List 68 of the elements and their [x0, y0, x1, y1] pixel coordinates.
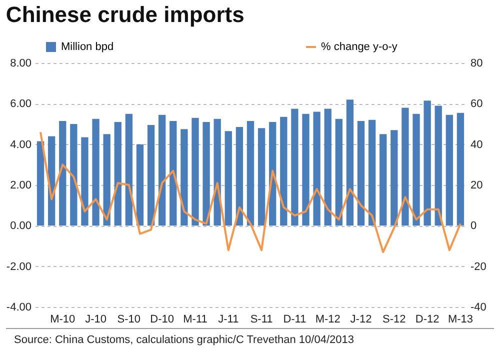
bar: [446, 114, 454, 226]
bar: [103, 134, 110, 226]
bar: [412, 114, 420, 226]
bar: [346, 100, 354, 226]
bar: [424, 100, 431, 226]
y2-tick-label: 40: [470, 138, 483, 151]
x-tick-label: J-12: [350, 314, 372, 326]
y-tick-label: 0.00: [10, 220, 32, 232]
bar: [114, 122, 122, 226]
legend-label: % change y-o-y: [321, 41, 398, 53]
bar: [302, 114, 310, 226]
source-note: Source: China Customs, calculations graphic/C Trevethan 10/04/2013: [6, 328, 494, 346]
bar: [280, 116, 288, 226]
bar: [81, 137, 88, 226]
bar: [380, 134, 387, 226]
bar: [456, 112, 464, 226]
x-tick-label: M-11: [183, 314, 208, 326]
bar: [180, 129, 188, 226]
bar: [36, 141, 44, 226]
x-tick-label: M-10: [50, 314, 76, 326]
bar: [246, 120, 254, 226]
bar: [224, 131, 232, 226]
bar: [59, 120, 66, 226]
x-tick-label: M-13: [448, 314, 474, 326]
bar: [170, 120, 177, 226]
x-tick-label: S-10: [117, 314, 141, 326]
bar: [158, 114, 166, 226]
y2-tick-label: 20: [470, 180, 483, 192]
y-tick-label: 4.00: [10, 138, 32, 151]
y2-tick-label: 80: [470, 58, 483, 70]
y2-tick-label: -20: [470, 260, 486, 273]
x-tick-label: J-11: [218, 314, 239, 326]
bar: [368, 120, 376, 226]
bar: [136, 144, 144, 226]
x-tick-label: D-10: [150, 314, 174, 326]
line-series: [40, 131, 462, 254]
bar: [202, 122, 210, 226]
bar: [291, 108, 298, 226]
bar: [70, 124, 78, 226]
bar: [92, 118, 100, 226]
bar: [390, 130, 398, 226]
bar: [236, 127, 244, 226]
bar: [335, 118, 342, 226]
chart-title: Chinese crude imports: [6, 2, 244, 27]
bar: [434, 106, 442, 226]
x-tick-label: J-10: [85, 314, 106, 326]
bar: [357, 120, 365, 226]
x-tick-label: D-11: [283, 314, 306, 326]
bar: [313, 112, 320, 226]
y-tick-label: 6.00: [10, 98, 32, 110]
bar: [258, 128, 266, 226]
y-tick-label: -4.00: [6, 302, 32, 314]
x-tick-label: D-12: [415, 314, 440, 326]
y2-tick-label: 0: [470, 220, 477, 232]
y2-tick-label: 60: [470, 98, 483, 110]
bar: [324, 108, 332, 226]
x-tick-label: M-12: [315, 314, 340, 326]
x-tick-label: S-11: [250, 314, 273, 326]
y-tick-label: -2.00: [6, 260, 32, 273]
bar: [192, 118, 199, 226]
y2-tick-label: -40: [470, 302, 486, 314]
x-tick-label: S-12: [382, 314, 406, 326]
bar: [402, 108, 409, 226]
bar: [147, 125, 155, 226]
y-tick-label: 2.00: [10, 180, 32, 192]
y-tick-label: 8.00: [10, 58, 32, 70]
legend-label: Million bpd: [61, 41, 114, 53]
bar: [125, 114, 133, 226]
